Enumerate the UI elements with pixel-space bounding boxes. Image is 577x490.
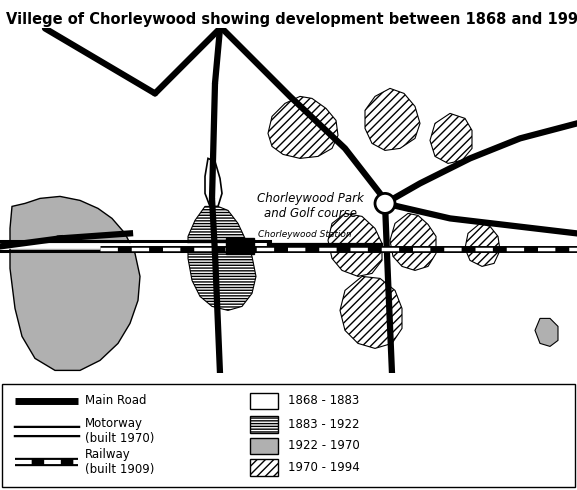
Polygon shape	[430, 113, 472, 163]
Polygon shape	[465, 223, 500, 267]
Bar	[250, 416, 278, 433]
Bar	[226, 239, 254, 254]
Text: Railway
(built 1909): Railway (built 1909)	[85, 448, 155, 476]
Bar	[250, 459, 278, 476]
Text: 1868 - 1883: 1868 - 1883	[288, 394, 359, 408]
Polygon shape	[328, 214, 382, 276]
Text: Chorleywood Station: Chorleywood Station	[258, 230, 351, 239]
Polygon shape	[10, 196, 140, 370]
Text: Motorway
(built 1970): Motorway (built 1970)	[85, 417, 155, 445]
Polygon shape	[535, 318, 558, 346]
Text: 1970 - 1994: 1970 - 1994	[288, 461, 359, 474]
Text: 1922 - 1970: 1922 - 1970	[288, 440, 359, 452]
Circle shape	[375, 194, 395, 214]
Polygon shape	[268, 97, 338, 158]
Text: Villege of Chorleywood showing development between 1868 and 1994: Villege of Chorleywood showing developme…	[6, 12, 577, 27]
Text: 1883 - 1922: 1883 - 1922	[288, 418, 359, 431]
Polygon shape	[340, 276, 402, 348]
Polygon shape	[390, 214, 436, 270]
Polygon shape	[188, 206, 256, 310]
Polygon shape	[205, 158, 222, 206]
Text: Main Road: Main Road	[85, 394, 147, 408]
Bar	[250, 438, 278, 454]
Text: Chorleywood Park
and Golf course: Chorleywood Park and Golf course	[257, 193, 364, 221]
Polygon shape	[365, 88, 420, 150]
Bar	[250, 392, 278, 409]
